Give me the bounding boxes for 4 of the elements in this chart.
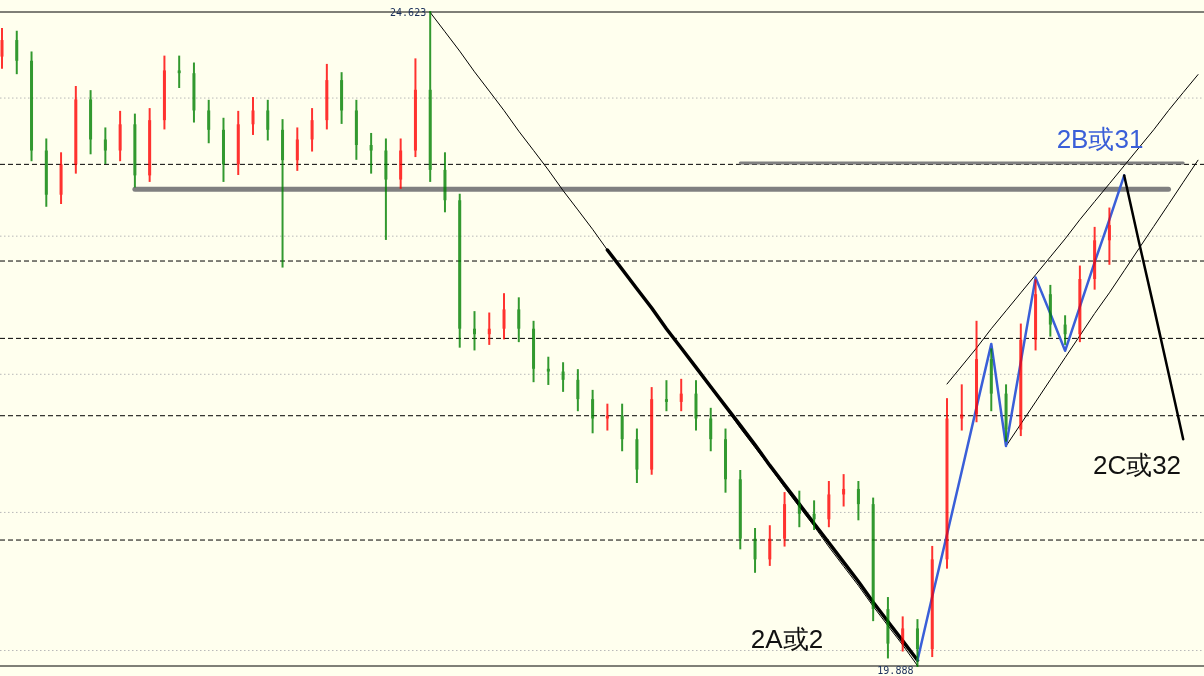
annotation: 19.888 [877,665,914,676]
annotation: 2C或32 [1092,450,1182,480]
annotation: 2B或31 [1056,124,1144,154]
annotation: 2A或2 [750,624,824,654]
